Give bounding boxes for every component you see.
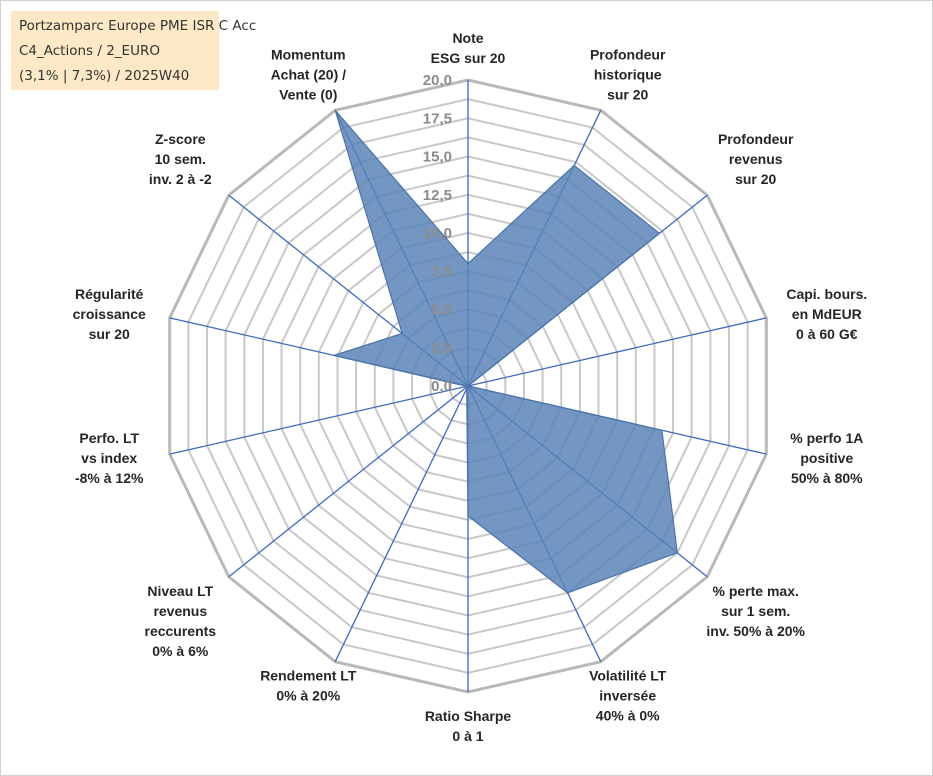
tick-label: 2,5 — [431, 340, 452, 357]
axis-label: Perfo. LT vs index -8% à 12% — [75, 430, 144, 486]
axis-label: Capi. bours. en MdEUR 0 à 60 G€ — [786, 286, 867, 342]
tick-label: 7,5 — [431, 263, 452, 280]
axis-label: Rendement LT 0% à 20% — [260, 668, 357, 704]
fund-name: Portzamparc Europe PME ISR C Acc — [19, 18, 257, 34]
tick-label: 10,0 — [423, 225, 452, 242]
axis-label: Momentum Achat (20) / Vente (0) — [271, 46, 347, 102]
axis-label: Profondeur revenus sur 20 — [718, 131, 794, 187]
axis-label: Niveau LT revenus reccurents 0% à 6% — [145, 583, 217, 659]
axis-labels: Note ESG sur 20 Profondeur historique sur 20… — [73, 30, 868, 744]
spoke-line — [169, 385, 469, 455]
fund-category: C4_Actions / 2_EURO — [19, 43, 160, 59]
axis-label: Régularité croissance sur 20 — [73, 286, 146, 342]
fund-info-box: Portzamparc Europe PME ISR C Acc C4_Acti… — [11, 11, 257, 90]
axis-label: Ratio Sharpe 0 à 1 — [425, 708, 512, 744]
axis-label: Note ESG sur 20 — [431, 30, 506, 66]
axis-label: Profondeur historique sur 20 — [590, 46, 666, 102]
tick-label: 5,0 — [431, 302, 452, 319]
axis-label: Volatilité LT inversée 40% à 0% — [589, 668, 667, 724]
spoke-line — [228, 385, 469, 578]
tick-label: 0,0 — [431, 378, 452, 395]
tick-label: 17,5 — [423, 110, 452, 127]
fund-period: (3,1% | 7,3%) / 2025W40 — [19, 68, 190, 84]
axis-label: Z-score 10 sem. inv. 2 à -2 — [149, 131, 212, 187]
axis-label: % perte max. sur 1 sem. inv. 50% à 20% — [706, 583, 805, 639]
spoke-line — [334, 385, 469, 662]
radial-tick-labels: 0,0 2,5 5,0 7,5 10,0 12,5 15,0 17,5 20,0 — [423, 72, 452, 395]
tick-label: 12,5 — [423, 187, 452, 204]
tick-label: 20,0 — [423, 72, 452, 89]
tick-label: 15,0 — [423, 149, 452, 166]
radar-series — [331, 109, 678, 594]
axis-label: % perfo 1A positive 50% à 80% — [790, 430, 863, 486]
series-area — [331, 109, 678, 594]
spoke-line — [467, 317, 767, 387]
